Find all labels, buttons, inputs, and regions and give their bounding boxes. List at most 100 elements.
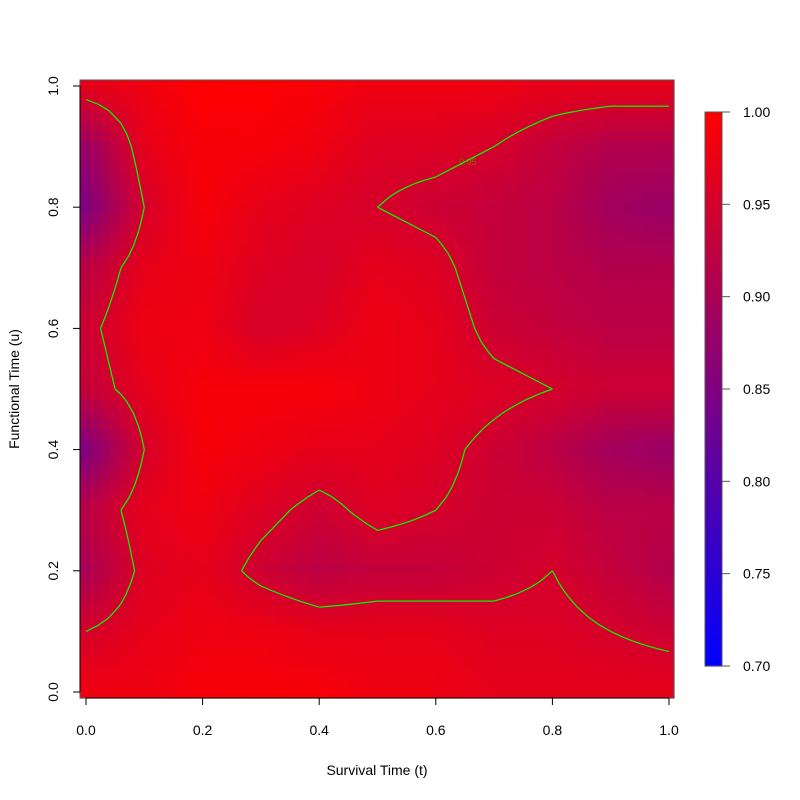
heatmap-cell: [278, 389, 289, 400]
heatmap-cell: [238, 461, 249, 472]
heatmap-cell: [297, 502, 309, 514]
heatmap-cell: [367, 553, 378, 565]
heatmap-cell: [89, 450, 101, 462]
heatmap-cell: [555, 306, 566, 318]
heatmap-cell: [396, 347, 408, 359]
heatmap-cell: [525, 378, 536, 390]
heatmap-cell: [119, 595, 131, 606]
heatmap-cell: [317, 306, 329, 318]
contour-segment: [132, 411, 134, 414]
heatmap-cell: [436, 275, 447, 287]
contour-segment: [132, 412, 139, 426]
heatmap-cell: [406, 110, 418, 122]
heatmap-cell: [446, 347, 457, 359]
heatmap-cell: [654, 522, 665, 534]
heatmap-cell: [169, 255, 180, 266]
heatmap-cell: [535, 162, 546, 174]
heatmap-cell: [515, 224, 527, 236]
heatmap-cell: [377, 399, 388, 411]
heatmap-cell: [575, 481, 586, 493]
contour-segment: [348, 509, 355, 516]
heatmap-cell: [436, 677, 447, 689]
heatmap-cell: [386, 234, 398, 246]
heatmap-cell: [119, 162, 131, 174]
heatmap-cell: [327, 255, 338, 266]
heatmap-cell: [357, 224, 368, 236]
heatmap-cell: [545, 296, 556, 308]
heatmap-cell: [198, 358, 210, 369]
heatmap-cell: [188, 389, 200, 400]
heatmap-cell: [109, 461, 121, 472]
colorbar-tick-label: 0.70: [743, 658, 770, 674]
heatmap-cell: [654, 574, 665, 586]
heatmap-cell: [119, 389, 131, 400]
heatmap-cell: [584, 687, 596, 699]
contour-segment: [528, 121, 539, 127]
heatmap-cell: [535, 296, 546, 308]
heatmap-cell: [485, 533, 497, 545]
heatmap-cell: [327, 419, 338, 431]
heatmap-cell: [238, 564, 249, 575]
heatmap-cell: [664, 172, 675, 184]
heatmap-cell: [159, 358, 170, 369]
heatmap-cell: [307, 584, 319, 596]
heatmap-cell: [198, 347, 210, 359]
heatmap-cell: [347, 337, 358, 349]
contour-segment: [423, 230, 437, 239]
heatmap-cell: [525, 275, 536, 287]
heatmap-cell: [515, 605, 527, 617]
heatmap-cell: [327, 316, 338, 328]
heatmap-cell: [466, 409, 477, 421]
heatmap-cell: [208, 358, 220, 369]
heatmap-cell: [644, 275, 655, 287]
heatmap-cell: [604, 595, 616, 606]
heatmap-cell: [159, 543, 170, 555]
heatmap-cell: [139, 553, 150, 565]
heatmap-cell: [386, 595, 398, 606]
heatmap-cell: [278, 687, 289, 699]
heatmap-cell: [228, 522, 239, 534]
colorbar-cell: [705, 256, 722, 263]
contour-segment: [141, 207, 145, 220]
heatmap-cell: [179, 224, 190, 236]
heatmap-cell: [149, 275, 160, 287]
heatmap-cell: [525, 296, 536, 308]
heatmap-cell: [307, 121, 319, 133]
heatmap-cell: [149, 193, 160, 205]
colorbar-cell: [705, 605, 722, 612]
heatmap-cell: [396, 255, 408, 266]
heatmap-cell: [555, 605, 566, 617]
heatmap-cell: [89, 389, 101, 400]
heatmap-cell: [287, 625, 299, 637]
heatmap-cell: [99, 275, 111, 287]
heatmap-cell: [80, 533, 91, 545]
contour-segment: [558, 582, 565, 592]
heatmap-cell: [446, 327, 457, 339]
x-tick-label: 0.8: [543, 722, 563, 738]
heatmap-cell: [337, 677, 348, 689]
heatmap-cell: [287, 255, 299, 266]
heatmap-cell: [456, 80, 467, 91]
heatmap-cell: [238, 615, 249, 627]
heatmap-cell: [476, 255, 487, 266]
heatmap-cell: [278, 440, 289, 452]
heatmap-cell: [317, 564, 329, 575]
heatmap-cell: [287, 224, 299, 236]
heatmap-cell: [129, 337, 140, 349]
heatmap-cell: [545, 419, 556, 431]
heatmap-cell: [258, 100, 269, 112]
heatmap-cell: [535, 183, 546, 194]
heatmap-cell: [218, 656, 230, 668]
heatmap-cell: [89, 162, 101, 174]
heatmap-cell: [208, 244, 220, 256]
heatmap-cell: [515, 543, 527, 555]
heatmap-cell: [268, 533, 279, 545]
heatmap-cell: [80, 172, 91, 184]
heatmap-cell: [446, 419, 457, 431]
heatmap-cell: [188, 378, 200, 390]
heatmap-cell: [416, 522, 428, 534]
heatmap-cell: [89, 667, 101, 678]
heatmap-cell: [416, 430, 428, 442]
heatmap-cell: [367, 327, 378, 339]
heatmap-cell: [347, 512, 358, 524]
